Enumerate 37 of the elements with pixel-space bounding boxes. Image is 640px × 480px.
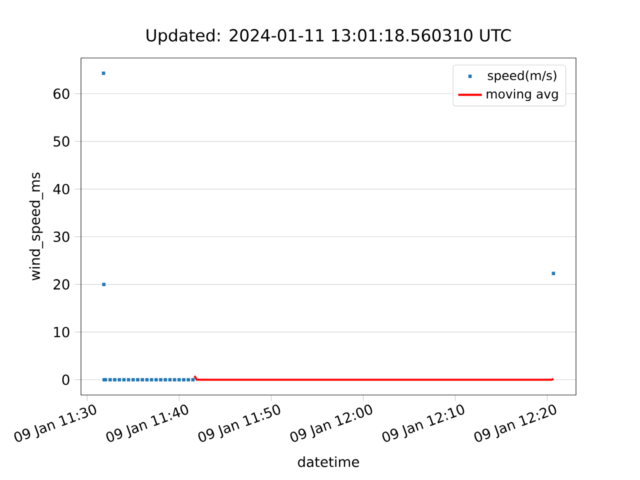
x-tick-label: 09 Jan 12:00 [290,404,372,442]
point [164,378,167,382]
x-tick-label: 09 Jan 11:30 [14,404,96,442]
y-tick-label: 20 [54,279,70,290]
point [136,378,140,382]
point [108,378,112,382]
point [150,378,154,382]
x-tick-label: 09 Jan 11:50 [198,404,280,442]
y-tick-label: 10 [54,326,70,338]
x-tick-label: 09 Jan 12:10 [382,404,464,442]
point [172,378,176,382]
point [145,378,149,382]
y-tick-label: 40 [53,184,70,194]
point [154,378,158,382]
point [126,378,130,382]
y-tick-label: 60 [54,88,70,99]
point [168,378,172,382]
y-tick-label: 30 [54,231,70,242]
point [122,378,126,382]
y-axis-title: wind_speed_ms [29,172,44,280]
point [177,378,181,382]
legend-label: speed(m/s) [488,70,556,83]
point [118,378,121,382]
point [131,378,135,382]
x-tick-label: 09 Jan 11:40 [106,404,188,442]
point [140,378,144,382]
point [191,378,195,382]
point [159,378,162,382]
point [113,378,116,382]
y-tick-label: 50 [54,136,70,147]
chart-title: Updated: 2024-01-11 13:01:18.560310 UTC [146,28,511,45]
point [186,378,190,382]
x-axis-title: datetime [298,456,360,468]
y-tick-label: 0 [62,374,70,385]
legend-label: moving avg [486,89,558,102]
point [182,378,186,382]
x-tick-label: 09 Jan 12:20 [474,404,556,442]
